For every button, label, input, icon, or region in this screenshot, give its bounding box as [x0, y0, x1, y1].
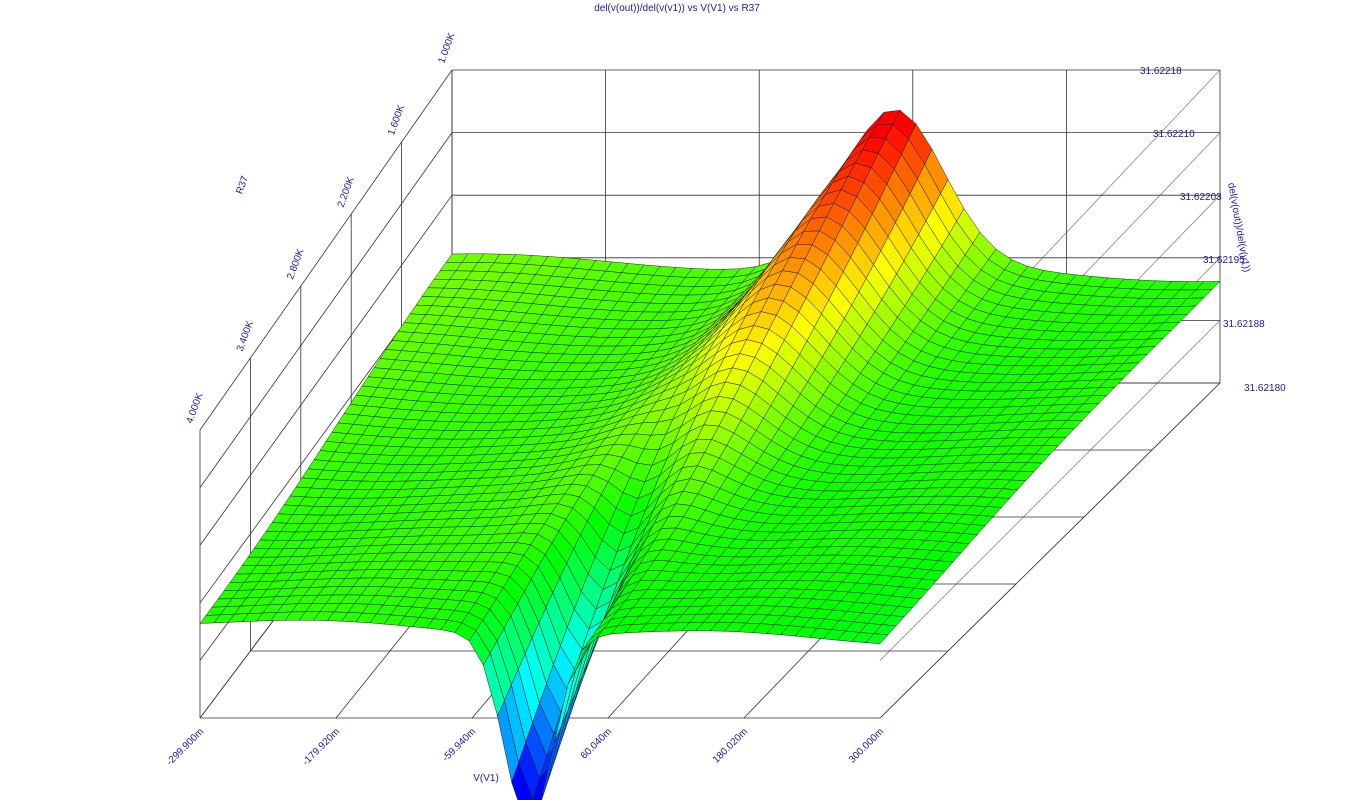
x-tick-label: 60.040m [579, 726, 614, 761]
chart-title: del(v(out))/del(v(v1)) vs V(V1) vs R37 [594, 3, 760, 14]
y-axis-title: R37 [234, 174, 251, 195]
surface-cell [533, 783, 548, 800]
side-wall-grid-line [199, 69, 453, 431]
y-tick-label: 1.600K [386, 103, 407, 137]
x-tick-label: 300.000m [847, 726, 886, 765]
surface-cell [518, 742, 541, 800]
y-tick-label: 2.800K [285, 247, 306, 281]
side-wall-grid-line [199, 194, 453, 546]
surface-cell [865, 633, 889, 644]
x-axis-title: V(V1) [473, 773, 499, 784]
side-wall-grid-line [879, 320, 1221, 661]
side-wall-grid-line [879, 382, 1221, 719]
z-tick-label: 31.62188 [1223, 319, 1265, 330]
y-tick-label: 1.000K [436, 31, 457, 65]
x-tick-label: -59.940m [440, 726, 478, 764]
x-tick-label: -179.920m [301, 726, 343, 768]
z-tick-label: 31.62218 [1140, 66, 1182, 77]
y-tick-label: 2.200K [336, 175, 357, 209]
z-tick-label: 31.62180 [1244, 383, 1286, 394]
y-tick-label: 3.400K [235, 319, 256, 353]
z-tick-label: 31.62210 [1153, 129, 1195, 140]
side-wall-grid-line [199, 132, 453, 488]
x-tick-label: -299.900m [165, 726, 207, 768]
z-tick-label: 31.62195 [1203, 255, 1245, 266]
y-tick-label: 4.000K [184, 391, 205, 425]
z-tick-label: 31.62203 [1180, 192, 1222, 203]
x-tick-label: 180.020m [711, 726, 750, 765]
surface-cell [511, 762, 533, 800]
